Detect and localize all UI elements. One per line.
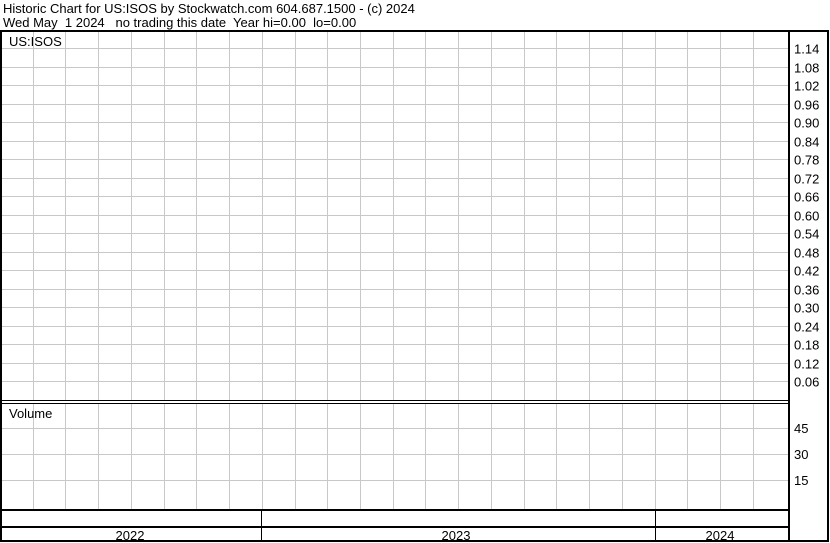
price-tick-label: 0.48 xyxy=(794,246,819,261)
grid xyxy=(0,32,788,509)
price-tick-label: 0.60 xyxy=(794,209,819,224)
price-tick-label: 1.02 xyxy=(794,79,819,94)
price-tick-label: 0.96 xyxy=(794,98,819,113)
volume-label: Volume xyxy=(9,406,52,421)
price-tick-label: 0.72 xyxy=(794,172,819,187)
chart-header-status: Wed May 1 2024 no trading this date Year… xyxy=(3,15,357,30)
price-tick-label: 0.78 xyxy=(794,153,819,168)
price-tick-label: 1.14 xyxy=(794,42,819,57)
price-tick-label: 0.18 xyxy=(794,338,819,353)
price-tick-label: 0.24 xyxy=(794,320,819,335)
chart-header-title: Historic Chart for US:ISOS by Stockwatch… xyxy=(3,1,415,16)
price-tick-label: 0.54 xyxy=(794,227,819,242)
volume-tick-label: 45 xyxy=(794,421,808,436)
year-label: 2023 xyxy=(442,528,471,543)
price-tick-label: 0.84 xyxy=(794,135,819,150)
price-tick-label: 0.06 xyxy=(794,375,819,390)
price-tick-label: 0.42 xyxy=(794,264,819,279)
year-label: 2022 xyxy=(116,528,145,543)
price-tick-label: 0.90 xyxy=(794,116,819,131)
price-tick-label: 0.36 xyxy=(794,283,819,298)
price-tick-label: 0.66 xyxy=(794,190,819,205)
price-tick-label: 1.08 xyxy=(794,61,819,76)
outer-border xyxy=(0,30,829,542)
chart-frame xyxy=(0,30,829,542)
year-label: 2024 xyxy=(706,528,735,543)
price-tick-label: 0.12 xyxy=(794,357,819,372)
volume-tick-label: 15 xyxy=(794,473,808,488)
symbol-label: US:ISOS xyxy=(9,34,62,49)
price-tick-label: 0.30 xyxy=(794,301,819,316)
volume-tick-label: 30 xyxy=(794,447,808,462)
